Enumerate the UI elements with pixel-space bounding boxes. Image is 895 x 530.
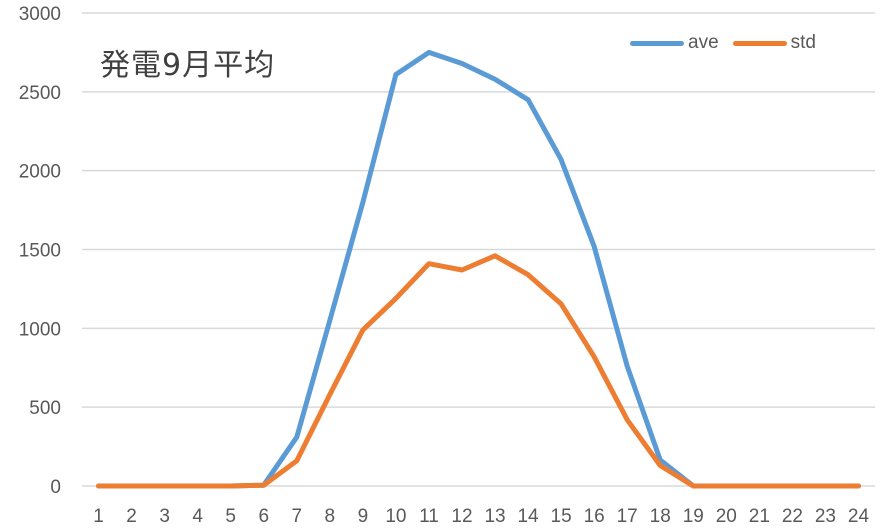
- x-tick-label: 17: [617, 506, 638, 527]
- chart-title: 発電9月平均: [100, 48, 276, 83]
- y-tick-label: 500: [29, 398, 61, 419]
- x-tick-label: 2: [126, 506, 137, 527]
- x-tick-label: 12: [451, 506, 472, 527]
- legend-item-std: std: [732, 32, 816, 54]
- series-lines: [96, 49, 861, 489]
- x-tick-label: 23: [815, 506, 836, 527]
- x-tick-label: 24: [848, 506, 870, 527]
- y-tick-label: 0: [50, 477, 61, 498]
- legend-swatch-ave: [630, 40, 684, 46]
- y-tick-label: 2000: [19, 162, 61, 183]
- y-tick-label: 1500: [19, 241, 61, 262]
- x-tick-label: 11: [419, 506, 439, 527]
- x-tick-label: 16: [584, 506, 605, 527]
- x-tick-label: 15: [551, 506, 572, 527]
- legend-label-std: std: [790, 32, 816, 53]
- x-tick-label: 18: [650, 506, 671, 527]
- x-tick-label: 4: [192, 506, 203, 527]
- x-tick-label: 20: [716, 506, 737, 527]
- series-line-std: [96, 253, 861, 489]
- x-tick-label: 22: [782, 506, 803, 527]
- x-tick-label: 14: [517, 506, 539, 527]
- x-tick-label: 5: [225, 506, 236, 527]
- legend-swatch-std: [732, 40, 787, 46]
- x-tick-label: 9: [358, 506, 369, 527]
- y-tick-label: 2500: [19, 83, 61, 104]
- y-axis-ticks: 0 500 1000 1500 2000 2500 3000: [19, 4, 61, 498]
- x-tick-label: 1: [93, 506, 104, 527]
- x-tick-label: 13: [484, 506, 505, 527]
- legend-label-ave: ave: [688, 32, 719, 53]
- y-tick-label: 3000: [19, 4, 61, 25]
- x-tick-label: 10: [385, 506, 406, 527]
- y-tick-label: 1000: [19, 319, 61, 340]
- series-line-ave: [96, 49, 861, 489]
- x-tick-label: 19: [683, 506, 704, 527]
- gridlines: [82, 12, 875, 487]
- x-tick-label: 6: [258, 506, 269, 527]
- x-tick-label: 7: [291, 506, 302, 527]
- x-axis-ticks: 1 2 3 4 5 6 7 8 9 10 11 12 13 14 15 16 17 18 19 20 21 22 23 24: [93, 506, 869, 527]
- x-tick-label: 3: [159, 506, 170, 527]
- legend-item-ave: ave: [630, 32, 719, 54]
- x-tick-label: 8: [325, 506, 336, 527]
- legend: ave std: [630, 32, 830, 54]
- x-tick-label: 21: [749, 506, 770, 527]
